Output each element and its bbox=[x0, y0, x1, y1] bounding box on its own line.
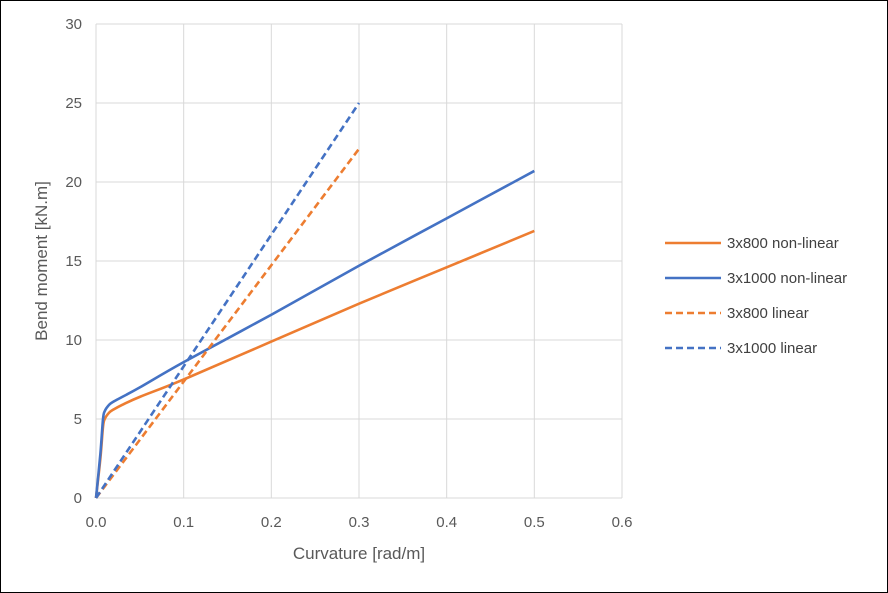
series-lines bbox=[94, 102, 535, 499]
y-tick-label: 10 bbox=[65, 332, 82, 349]
x-tick-label: 0.5 bbox=[524, 514, 545, 531]
legend-label: 3x1000 non-linear bbox=[727, 270, 847, 287]
y-tick-label: 30 bbox=[65, 16, 82, 33]
x-tick-label: 0.6 bbox=[612, 514, 633, 531]
y-tick-label: 15 bbox=[65, 253, 82, 270]
x-tick-label: 0.0 bbox=[86, 514, 107, 531]
series-line-3x1000-non-linear bbox=[94, 169, 535, 499]
series-line-3x800-linear bbox=[94, 148, 361, 499]
legend-label: 3x800 linear bbox=[727, 305, 809, 322]
y-tick-label: 20 bbox=[65, 174, 82, 191]
x-tick-label: 0.3 bbox=[349, 514, 370, 531]
gridlines bbox=[95, 23, 623, 499]
y-tick-label: 5 bbox=[74, 411, 82, 428]
legend: 3x800 non-linear 3x1000 non-linear 3x800 l… bbox=[665, 235, 847, 357]
series-line-3x1000-linear bbox=[94, 102, 361, 499]
y-tick-label: 25 bbox=[65, 95, 82, 112]
x-tick-label: 0.2 bbox=[261, 514, 282, 531]
legend-label: 3x800 non-linear bbox=[727, 235, 839, 252]
y-tick-label: 0 bbox=[74, 490, 82, 507]
x-axis-title: Curvature [rad/m] bbox=[293, 544, 425, 563]
x-tick-label: 0.4 bbox=[436, 514, 457, 531]
tick-labels: 0 5 10 15 20 25 30 0.0 0.1 0.2 0.3 0.4 0.5 0.6 bbox=[65, 16, 632, 531]
series-line-3x800-non-linear bbox=[94, 229, 535, 499]
y-axis-title: Bend moment [kN.m] bbox=[32, 181, 51, 341]
x-tick-label: 0.1 bbox=[173, 514, 194, 531]
legend-label: 3x1000 linear bbox=[727, 340, 817, 357]
